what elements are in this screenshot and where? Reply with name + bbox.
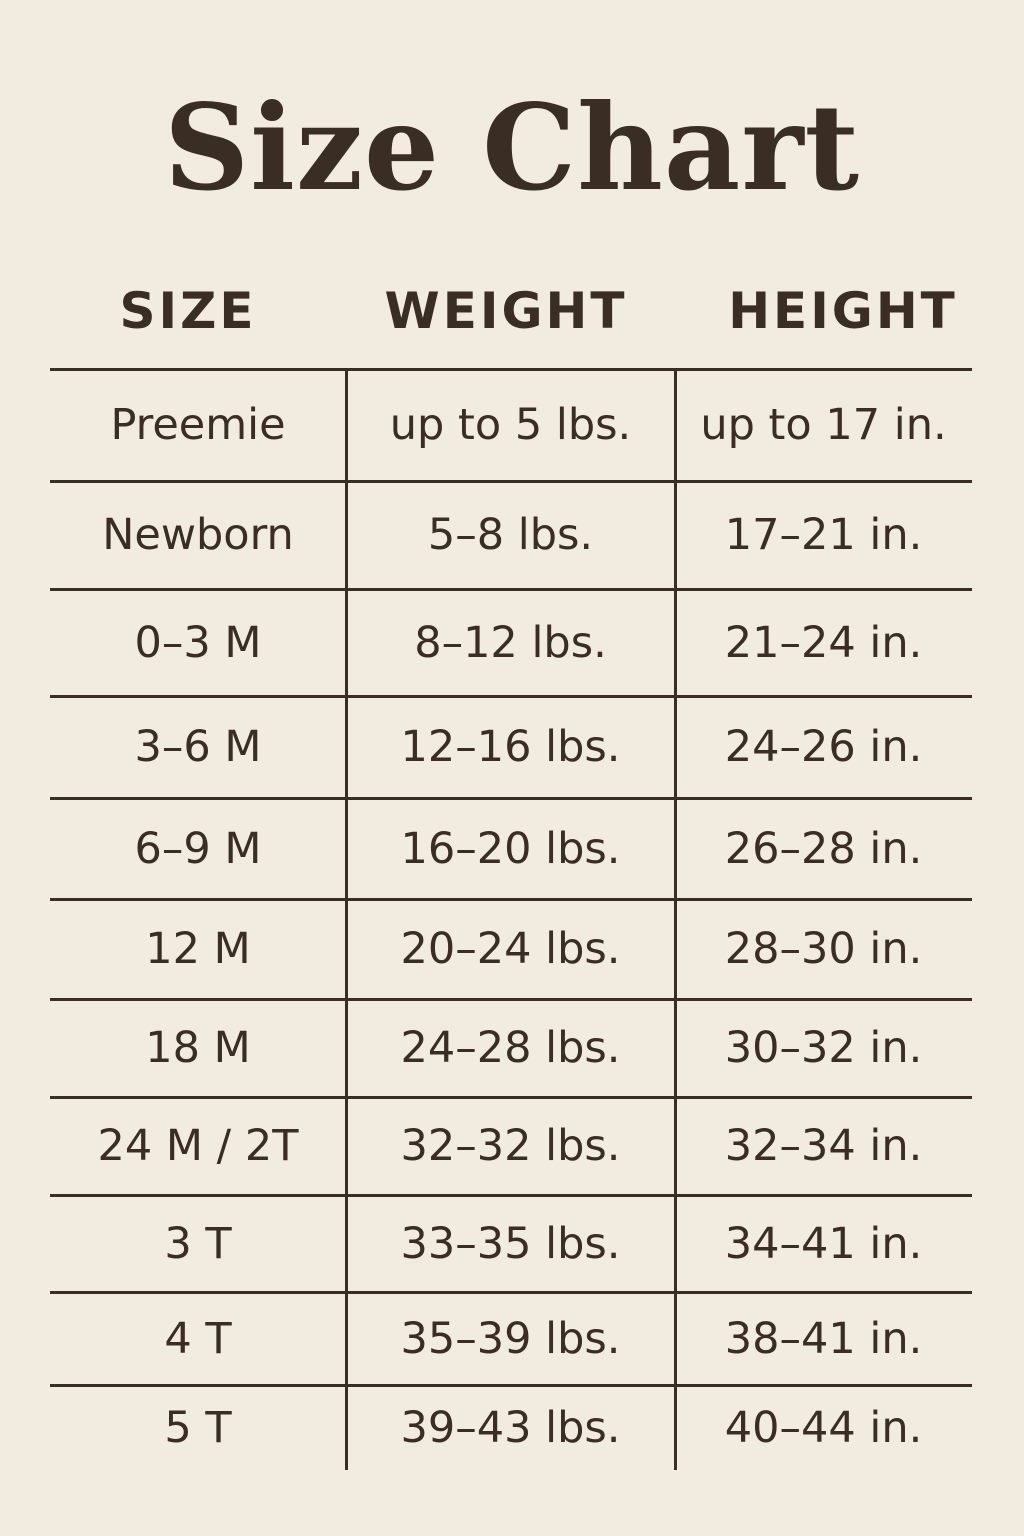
weight-cell: 12–16 lbs. xyxy=(400,722,621,772)
row-divider xyxy=(50,480,972,483)
height-cell: 17–21 in. xyxy=(724,510,923,560)
weight-cell: up to 5 lbs. xyxy=(389,400,632,450)
column-header-height: HEIGHT xyxy=(728,282,958,340)
height-cell: 38–41 in. xyxy=(724,1313,923,1364)
row-divider xyxy=(50,998,972,1001)
height-cell: 34–41 in. xyxy=(724,1218,923,1269)
height-cell: 32–34 in. xyxy=(724,1121,923,1171)
size-cell: 6–9 M xyxy=(134,823,262,874)
column-header-size: SIZE xyxy=(119,282,257,340)
height-cell: 28–30 in. xyxy=(724,924,923,974)
height-cell: 26–28 in. xyxy=(724,823,923,874)
page-title: Size Chart xyxy=(163,78,861,217)
row-divider xyxy=(50,1096,972,1099)
size-cell: Newborn xyxy=(102,510,294,560)
weight-cell: 35–39 lbs. xyxy=(400,1313,621,1364)
size-cell: 18 M xyxy=(145,1023,251,1073)
weight-cell: 20–24 lbs. xyxy=(400,924,621,974)
row-divider xyxy=(50,898,972,901)
size-cell: 0–3 M xyxy=(134,617,262,668)
weight-cell: 32–32 lbs. xyxy=(400,1121,621,1171)
size-cell: 4 T xyxy=(164,1313,232,1364)
height-cell: 21–24 in. xyxy=(724,617,923,668)
weight-cell: 33–35 lbs. xyxy=(400,1218,621,1269)
weight-cell: 5–8 lbs. xyxy=(427,510,594,560)
size-cell: 24 M / 2T xyxy=(97,1121,299,1171)
size-cell: Preemie xyxy=(110,400,286,450)
height-cell: 30–32 in. xyxy=(724,1023,923,1073)
weight-cell: 8–12 lbs. xyxy=(414,617,607,668)
size-cell: 3 T xyxy=(164,1218,232,1269)
weight-cell: 16–20 lbs. xyxy=(400,823,621,874)
size-cell: 5 T xyxy=(164,1402,232,1453)
height-cell: 40–44 in. xyxy=(724,1402,923,1453)
size-cell: 12 M xyxy=(145,924,251,974)
weight-cell: 39–43 lbs. xyxy=(400,1402,621,1453)
row-divider xyxy=(50,1291,972,1294)
row-divider xyxy=(50,588,972,591)
row-divider xyxy=(50,368,972,371)
column-divider xyxy=(345,369,348,1470)
height-cell: 24–26 in. xyxy=(724,722,923,772)
row-divider xyxy=(50,1194,972,1197)
column-header-weight: WEIGHT xyxy=(384,282,628,340)
height-cell: up to 17 in. xyxy=(700,400,947,450)
row-divider xyxy=(50,1384,972,1387)
size-cell: 3–6 M xyxy=(134,722,262,772)
column-divider xyxy=(674,369,677,1470)
row-divider xyxy=(50,695,972,698)
row-divider xyxy=(50,797,972,800)
weight-cell: 24–28 lbs. xyxy=(400,1023,621,1073)
